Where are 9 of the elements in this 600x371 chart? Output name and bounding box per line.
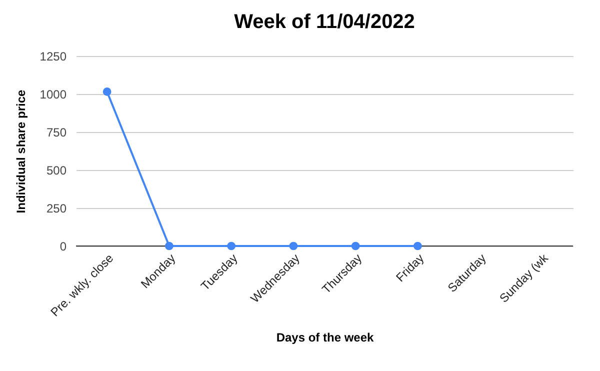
x-axis-title: Days of the week [276, 330, 374, 345]
y-tick-label: 1000 [40, 88, 67, 102]
chart-title: Week of 11/04/2022 [234, 11, 415, 33]
y-tick-label: 750 [46, 126, 67, 140]
y-tick-label: 1250 [40, 50, 67, 64]
y-tick-label: 250 [46, 202, 67, 216]
y-tick-label: 0 [60, 240, 67, 254]
y-axis-title: Individual share price [14, 89, 28, 214]
y-tick-label: 500 [46, 164, 67, 178]
